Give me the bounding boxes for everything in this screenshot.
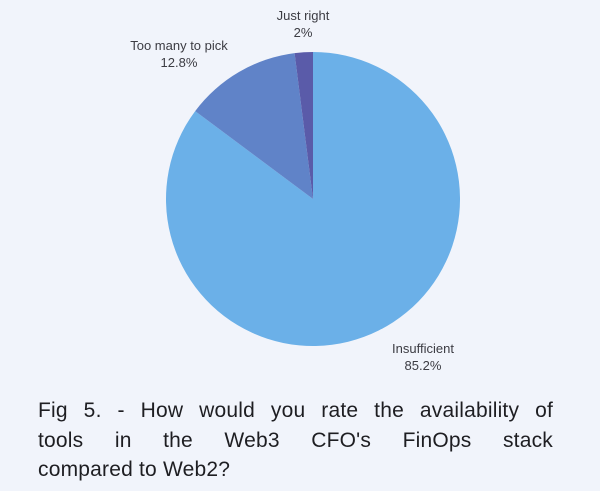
figure-caption: Fig 5. - How would you rate the availabi… [38,396,553,485]
slice-label-just-right: Just right 2% [277,7,330,41]
slice-percent-insufficient: 85.2% [404,358,442,373]
slice-label-insufficient: Insufficient 85.2% [392,340,454,374]
pie-chart-area: Just right 2% Too many to pick 12.8% Ins… [130,7,460,374]
slice-label-too-many-to-pick: Too many to pick 12.8% [130,37,228,71]
slice-percent-too-many-to-pick: 12.8% [160,55,198,70]
caption-line: tools in the Web3 CFO's FinOps stack [38,428,553,452]
slice-name-insufficient: Insufficient [392,341,454,356]
slice-name-just-right: Just right [276,8,330,23]
slice-percent-just-right: 2% [293,25,313,40]
slice-name-too-many-to-pick: Too many to pick [130,38,228,53]
pie-chart [166,52,460,346]
caption-line: Fig 5. - How would you rate the availabi… [38,399,553,422]
caption-line: compared to Web2? [38,458,231,481]
